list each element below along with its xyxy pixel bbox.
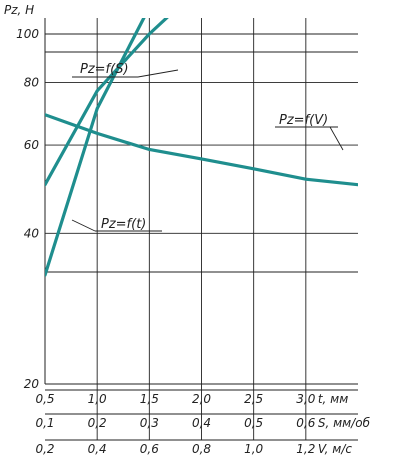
x-tick-label-S: 0,6 (296, 416, 315, 430)
x-tick-label-t: 3,0 (296, 392, 315, 406)
x-tick-label-t: 2,0 (192, 392, 211, 406)
y-tick-label: 80 (24, 76, 40, 90)
series-label: Pz=f(S) (80, 62, 129, 77)
x-axis-title-V: V, м/с (318, 442, 353, 456)
series-label-leader (71, 219, 96, 232)
y-axis: Pz, H 20 40 60 80 100 (4, 3, 39, 391)
y-axis-title: Pz, H (4, 3, 34, 17)
series-label-leader (137, 69, 179, 78)
x-tick-label-V: 0,4 (88, 442, 107, 456)
x-tick-label-S: 0,2 (88, 416, 107, 430)
x-tick-label-V: 1,2 (296, 442, 315, 456)
x-tick-label-V: 0,8 (192, 442, 211, 456)
series-line-S (45, 18, 169, 187)
x-tick-label-t: 2,5 (244, 392, 263, 406)
x-tick-label-S: 0,1 (35, 416, 54, 430)
series-lines (45, 18, 358, 277)
series-line-V (45, 113, 358, 187)
x-tick-label-t: 0,5 (35, 392, 54, 406)
x-tick-label-t: 1,5 (140, 392, 159, 406)
series-label-leader (329, 126, 344, 151)
x-axes: 0,5 1,0 1,5 2,0 2,5 3,0 t, мм 0,1 0,2 0,3 0,4 0,5 0,… (35, 389, 371, 456)
y-tick-label: 20 (24, 377, 40, 391)
x-tick-label-V: 0,2 (35, 442, 54, 456)
y-tick-label: 40 (24, 226, 40, 240)
series-label: Pz=f(V) (279, 113, 328, 128)
x-tick-label-S: 0,4 (192, 416, 211, 430)
x-tick-label-t: 1,0 (88, 392, 107, 406)
series-label: Pz=f(t) (101, 217, 146, 232)
x-tick-label-S: 0,3 (140, 416, 159, 430)
y-tick-label: 60 (24, 138, 40, 152)
x-axis-title-t: t, мм (318, 392, 348, 406)
x-tick-label-S: 0,5 (244, 416, 263, 430)
x-tick-label-V: 0,6 (140, 442, 159, 456)
series-labels: Pz=f(V) Pz=f(S) Pz=f(t) (71, 62, 344, 232)
grid (44, 18, 358, 440)
y-tick-label: 100 (16, 27, 39, 41)
series-line-t (45, 18, 146, 277)
x-axis-title-S: S, мм/об (318, 416, 371, 430)
x-tick-label-V: 1,0 (244, 442, 263, 456)
